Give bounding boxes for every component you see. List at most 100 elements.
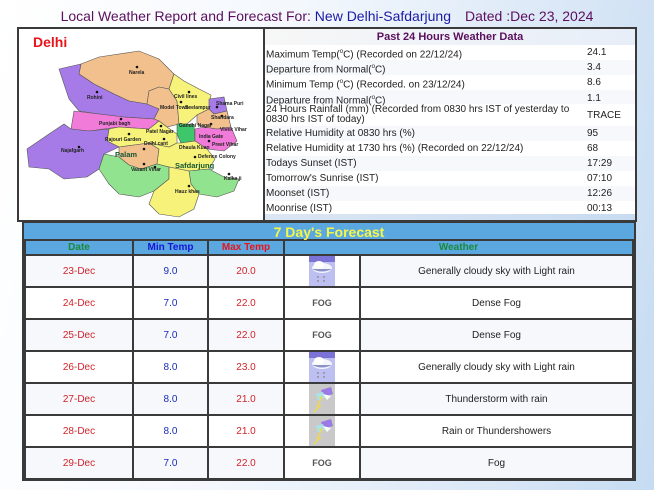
svg-text:Shahdara: Shahdara: [211, 115, 234, 121]
row-value: 95: [587, 128, 599, 139]
svg-text:Palam: Palam: [115, 150, 137, 159]
table-row: 25-Dec 7.0 22.0 FOG Dense Fog: [24, 318, 634, 352]
forecast-date: 27-Dec: [24, 382, 134, 416]
forecast-date: 23-Dec: [24, 254, 134, 288]
svg-text:Vasant Vihar: Vasant Vihar: [131, 167, 161, 173]
data-row-moonrise: Moonrise (IST) 00:13: [265, 201, 635, 216]
data-row-departure-min: Departure from Normal(oC) 1.1: [265, 90, 635, 107]
data-row-sunrise: Tomorrow's Sunrise (IST) 07:10: [265, 171, 635, 186]
svg-text:Hauz khas: Hauz khas: [175, 189, 200, 195]
row-value: 8.6: [587, 77, 601, 88]
svg-text:Safdarjung: Safdarjung: [175, 161, 215, 170]
forecast-weather: Rain or Thundershowers: [359, 414, 634, 448]
svg-text:Civil lines: Civil lines: [174, 94, 198, 100]
weather-icon-cell: FOG: [283, 318, 361, 352]
forecast-max-temp: 22.0: [207, 318, 285, 352]
table-row: 27-Dec 8.0 21.0 Thunderstorm with rain: [24, 382, 634, 416]
row-value: 24.1: [587, 47, 607, 58]
svg-text:Shama Puri: Shama Puri: [216, 101, 244, 107]
table-row: 24-Dec 7.0 22.0 FOG Dense Fog: [24, 286, 634, 320]
weather-icon-cell: FOG: [283, 286, 361, 320]
report-date: Dated :Dec 23, 2024: [464, 8, 594, 24]
forecast-min-temp: 9.0: [132, 254, 209, 288]
delhi-map-image: Narela Rohini Civil lines Model Town See…: [26, 50, 247, 218]
forecast-max-temp: 22.0: [207, 446, 285, 480]
fog-icon: FOG: [312, 297, 332, 308]
forecast-weather: Thunderstorm with rain: [359, 382, 634, 416]
past-24h-panel: Past 24 Hours Weather Data Maximum Temp(…: [265, 29, 635, 220]
row-label: Relative Humidity at 1730 hrs (%) (Recor…: [266, 143, 524, 154]
row-label: Minimum Temp (oC) (Recorded. on 23/12/24…: [266, 79, 465, 91]
table-row: 26-Dec 8.0 23.0 Generally cloudy sky wit…: [24, 350, 634, 384]
row-value: 1.1: [587, 93, 601, 104]
row-label: Departure from Normal(oC): [266, 64, 386, 76]
delhi-map: Narela Rohini Civil lines Model Town See…: [19, 29, 265, 220]
data-row-departure-max: Departure from Normal(oC) 3.4: [265, 60, 635, 75]
svg-text:Model Town: Model Town: [160, 105, 189, 111]
fog-icon: FOG: [312, 457, 332, 468]
svg-text:Seelampur: Seelampur: [185, 105, 211, 111]
data-row-min-temp: Minimum Temp (oC) (Recorded. on 23/12/24…: [265, 75, 635, 90]
row-label: Moonset (IST): [266, 188, 330, 199]
forecast-max-temp: 21.0: [207, 414, 285, 448]
forecast-date: 26-Dec: [24, 350, 134, 384]
forecast-min-temp: 8.0: [132, 350, 209, 384]
thunderstorm-icon: [309, 384, 335, 414]
forecast-min-temp: 7.0: [132, 286, 209, 320]
fog-icon: FOG: [312, 329, 332, 340]
row-label: Maximum Temp(oC) (Recorded on 22/12/24): [266, 49, 463, 61]
svg-text:Patel Nagar: Patel Nagar: [146, 129, 174, 135]
station-name: New Delhi-Safdarjung: [314, 8, 451, 24]
row-value: 12:26: [587, 188, 613, 199]
row-label: Relative Humidity at 0830 hrs (%): [266, 128, 415, 139]
forecast-table: Date Min Temp Max Temp Weather 23-Dec 9.…: [24, 241, 634, 480]
svg-text:Punjabi bagh: Punjabi bagh: [99, 121, 130, 127]
forecast-date: 28-Dec: [24, 414, 134, 448]
col-header-min-temp: Min Temp: [132, 241, 209, 256]
data-row-rh-0830: Relative Humidity at 0830 hrs (%) 95: [265, 126, 635, 141]
forecast-weather: Generally cloudy sky with Light rain: [359, 254, 634, 288]
current-weather-panel: Narela Rohini Civil lines Model Town See…: [17, 27, 637, 222]
forecast-min-temp: 8.0: [132, 414, 209, 448]
forecast-weather: Dense Fog: [359, 286, 634, 320]
title-prefix: Local Weather Report and Forecast For:: [60, 8, 315, 24]
forecast-panel: 7 Day's Forecast Date Min Temp Max Temp …: [22, 222, 636, 481]
row-label: Moonrise (IST): [266, 203, 333, 214]
svg-text:Rohini: Rohini: [87, 95, 103, 101]
svg-text:Defence Colony: Defence Colony: [198, 154, 236, 160]
forecast-max-temp: 22.0: [207, 286, 285, 320]
weather-icon-cell: [283, 414, 361, 448]
page-title: Local Weather Report and Forecast For: N…: [0, 8, 654, 24]
forecast-weather: Fog: [359, 446, 634, 480]
row-label: Todays Sunset (IST): [266, 158, 357, 169]
svg-text:Rajouri Garden: Rajouri Garden: [105, 137, 141, 143]
forecast-weather: Dense Fog: [359, 318, 634, 352]
svg-text:Gandhi Nagar: Gandhi Nagar: [179, 123, 212, 129]
svg-text:Najafgarh: Najafgarh: [61, 148, 84, 154]
forecast-title: 7 Day's Forecast: [24, 223, 634, 241]
row-label: 24 Hours Rainfall (mm) (Recorded from 08…: [266, 104, 570, 125]
panel-divider: [265, 214, 635, 220]
svg-text:Preet Vihar: Preet Vihar: [212, 142, 238, 148]
forecast-max-temp: 23.0: [207, 350, 285, 384]
weather-icon-cell: [283, 254, 361, 288]
forecast-min-temp: 8.0: [132, 382, 209, 416]
row-value: 3.4: [587, 62, 601, 73]
row-value: TRACE: [587, 109, 621, 121]
forecast-max-temp: 20.0: [207, 254, 285, 288]
row-label: Departure from Normal(oC): [266, 95, 386, 107]
svg-text:Narela: Narela: [129, 70, 145, 76]
data-row-sunset: Todays Sunset (IST) 17:29: [265, 156, 635, 171]
svg-text:Vivek Vihar: Vivek Vihar: [220, 127, 247, 133]
forecast-min-temp: 7.0: [132, 318, 209, 352]
forecast-min-temp: 7.0: [132, 446, 209, 480]
row-label: Tomorrow's Sunrise (IST): [266, 173, 379, 184]
col-header-date: Date: [24, 241, 134, 256]
forecast-date: 29-Dec: [24, 446, 134, 480]
weather-icon-cell: [283, 382, 361, 416]
table-row: 29-Dec 7.0 22.0 FOG Fog: [24, 446, 634, 480]
col-header-weather: Weather: [283, 241, 634, 256]
cloud-rain-icon: [309, 256, 335, 286]
col-header-max-temp: Max Temp: [207, 241, 285, 256]
svg-text:India Gate: India Gate: [199, 134, 223, 140]
